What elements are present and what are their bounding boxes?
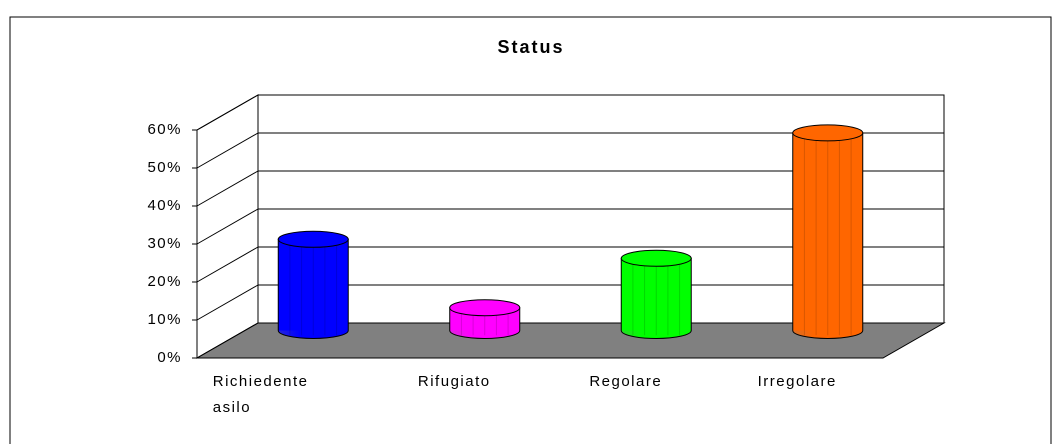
y-tick-label: 20%: [147, 273, 182, 290]
label-line: Regolare: [589, 373, 662, 390]
x-tick-label: Richiedente asilo: [213, 373, 309, 416]
cylinder-top: [449, 299, 521, 317]
label-line: asilo: [213, 399, 251, 416]
y-tick-label: 60%: [147, 121, 182, 138]
grid-line-side: [196, 322, 259, 359]
bar: [449, 307, 521, 339]
x-tick-label: Rifugiato: [418, 373, 491, 390]
y-tick-label: 50%: [147, 159, 182, 176]
chart-title: Status: [497, 37, 564, 57]
grid-line-side: [196, 284, 259, 321]
bar: [620, 257, 692, 339]
label-line: Richiedente: [213, 373, 309, 390]
y-tick-label: 0%: [157, 349, 182, 366]
y-tick-label: 40%: [147, 197, 182, 214]
grid-line-side: [196, 170, 259, 207]
bar: [792, 132, 864, 339]
cylinder-top: [277, 230, 349, 248]
grid-line-side: [196, 132, 259, 169]
cylinder-top: [620, 249, 692, 267]
grid-line-side: [196, 246, 259, 283]
cylinder-top: [792, 124, 864, 142]
label-line: Irregolare: [758, 373, 837, 390]
grid-line-side: [196, 94, 259, 131]
y-tick-label: 10%: [147, 311, 182, 328]
x-tick-label: Regolare: [589, 373, 662, 390]
grid-line-side: [196, 208, 259, 245]
label-line: Rifugiato: [418, 373, 491, 390]
y-tick-label: 30%: [147, 235, 182, 252]
x-tick-label: Irregolare: [758, 373, 837, 390]
bar: [277, 238, 349, 339]
